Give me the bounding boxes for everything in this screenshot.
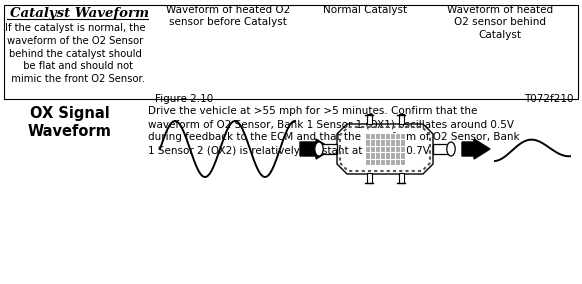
- Bar: [399, 173, 403, 183]
- Text: Drive the vehicle at >55 mph for >5 minutes. Confirm that the
waveform of O2 Sen: Drive the vehicle at >55 mph for >5 minu…: [148, 106, 520, 156]
- Bar: [433, 144, 451, 154]
- Bar: [399, 114, 403, 124]
- FancyArrow shape: [300, 139, 332, 159]
- Ellipse shape: [315, 142, 323, 156]
- Text: Catalyst Waveform: Catalyst Waveform: [10, 7, 149, 20]
- Text: Normal Catalyst: Normal Catalyst: [323, 5, 407, 15]
- Bar: [367, 173, 371, 183]
- Text: OX Signal
Waveform: OX Signal Waveform: [28, 106, 112, 139]
- Text: Figure 2.10: Figure 2.10: [155, 94, 213, 104]
- Text: T072f210: T072f210: [524, 94, 574, 104]
- Bar: [367, 114, 371, 124]
- Text: Waveform of heated
O2 sensor behind
Catalyst: Waveform of heated O2 sensor behind Cata…: [447, 5, 553, 40]
- Text: If the catalyst is normal, the
waveform of the O2 Sensor
behind the catalyst sho: If the catalyst is normal, the waveform …: [5, 23, 146, 84]
- Text: Waveform of heated O2
sensor before Catalyst: Waveform of heated O2 sensor before Cata…: [166, 5, 290, 27]
- Bar: [4, 5, 578, 99]
- FancyArrow shape: [462, 139, 490, 159]
- Polygon shape: [337, 124, 433, 174]
- Bar: [319, 144, 337, 154]
- Ellipse shape: [447, 142, 455, 156]
- Bar: [365, 133, 405, 165]
